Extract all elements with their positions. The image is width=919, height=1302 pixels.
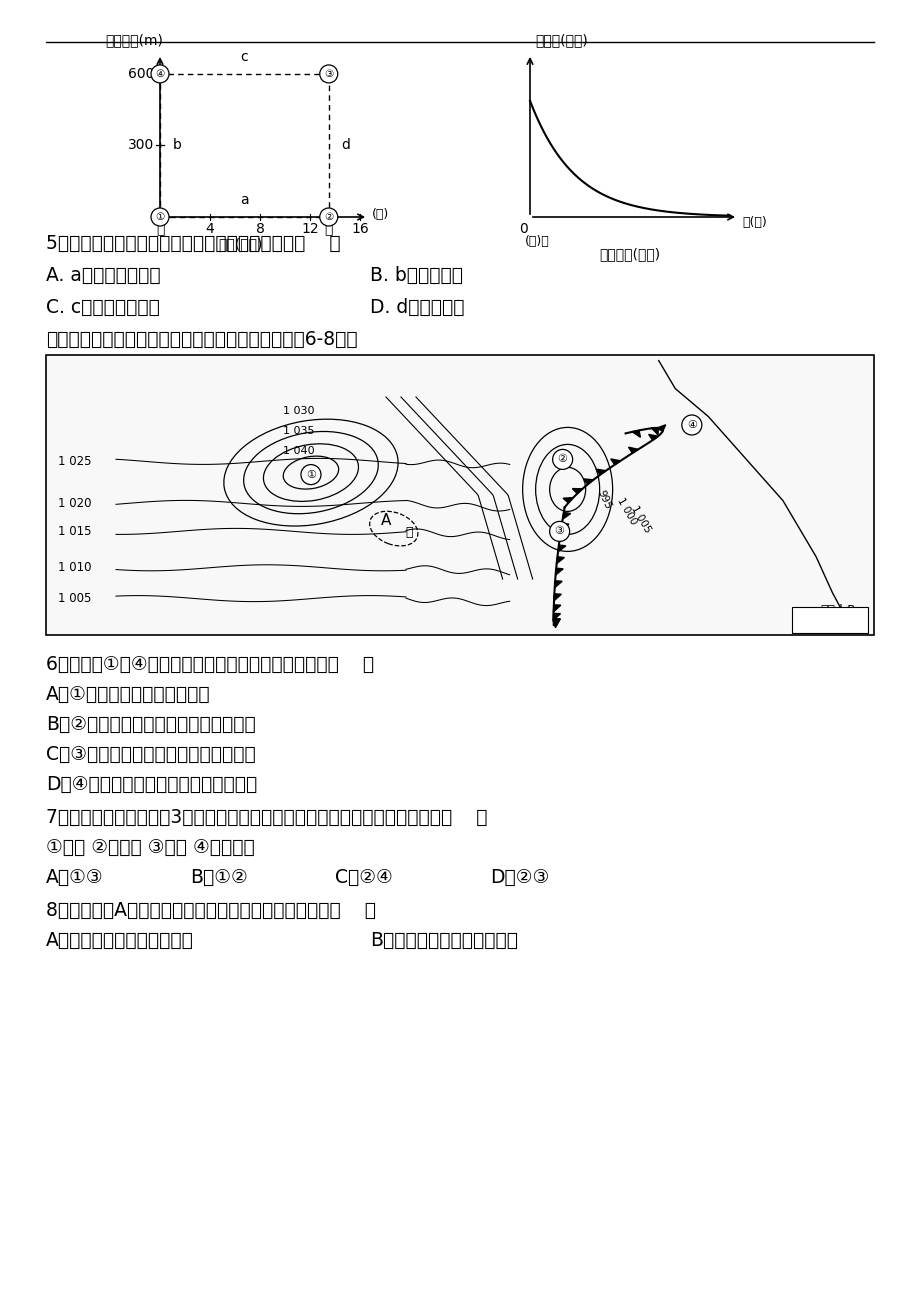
Text: c: c: [240, 49, 248, 64]
Text: 1 005: 1 005: [58, 592, 91, 605]
Text: 1 000: 1 000: [615, 496, 639, 526]
Text: A. a的风向为东南风: A. a的风向为东南风: [46, 266, 161, 285]
Text: 995: 995: [595, 488, 612, 510]
Polygon shape: [553, 618, 560, 626]
Text: 1 025: 1 025: [58, 454, 91, 467]
Text: 海拔高度(m): 海拔高度(m): [105, 33, 163, 47]
Polygon shape: [554, 581, 562, 587]
Polygon shape: [628, 447, 638, 453]
Polygon shape: [583, 479, 593, 484]
Text: b: b: [173, 138, 182, 152]
Text: 下图为我国部分地区某日地面天气形势图。读图回答6-8题。: 下图为我国部分地区某日地面天气形势图。读图回答6-8题。: [46, 329, 357, 349]
Circle shape: [151, 208, 169, 227]
Text: A: A: [380, 513, 391, 529]
Text: B. b为上升气流: B. b为上升气流: [369, 266, 462, 285]
Text: C．③即将迎来阴雨天气，然后气温升高: C．③即将迎来阴雨天气，然后气温升高: [46, 745, 255, 764]
Text: A．①③: A．①③: [46, 868, 104, 887]
Text: 16: 16: [351, 223, 369, 236]
Circle shape: [320, 65, 337, 83]
Text: 1 020: 1 020: [58, 497, 91, 510]
Text: A．①地此时为阴天，气压较高: A．①地此时为阴天，气压较高: [46, 685, 210, 704]
Text: ③: ③: [554, 526, 564, 536]
Text: ④: ④: [686, 421, 696, 430]
Polygon shape: [631, 431, 640, 437]
Circle shape: [151, 65, 169, 83]
Text: 乙: 乙: [324, 223, 333, 236]
Text: 12: 12: [301, 223, 319, 236]
Polygon shape: [553, 605, 561, 612]
Text: ①: ①: [306, 470, 315, 479]
Polygon shape: [553, 594, 561, 600]
Text: ①寒潮 ②沙尘暴 ③台风 ④特大暴雨: ①寒潮 ②沙尘暴 ③台风 ④特大暴雨: [46, 838, 255, 857]
Text: 6．对图中①～④地天气及天气变化的叙述，正确的是（    ）: 6．对图中①～④地天气及天气变化的叙述，正确的是（ ）: [46, 655, 374, 674]
Text: 单位:hPa: 单位:hPa: [819, 604, 861, 617]
Text: D. d为上升气流: D. d为上升气流: [369, 298, 464, 316]
Text: 1 035: 1 035: [283, 426, 314, 436]
Text: C. c的风向为西南风: C. c的风向为西南风: [46, 298, 160, 316]
Text: 气压差(百帕): 气压差(百帕): [535, 33, 587, 47]
Text: d: d: [341, 138, 350, 152]
Text: D．④地此时正受暖气团控制，温暖晴朗: D．④地此时正受暖气团控制，温暖晴朗: [46, 775, 257, 794]
Polygon shape: [610, 458, 619, 465]
Circle shape: [681, 415, 701, 435]
Text: 5．若该环流为海陆热力环流，下列说法正确的是（    ）: 5．若该环流为海陆热力环流，下列说法正确的是（ ）: [46, 234, 340, 253]
Polygon shape: [562, 497, 573, 503]
Polygon shape: [552, 613, 560, 621]
Text: A．风向由偏南风转为偏西风: A．风向由偏南风转为偏西风: [46, 931, 194, 950]
Text: 8: 8: [255, 223, 264, 236]
Circle shape: [301, 465, 321, 484]
Text: 乙(东): 乙(东): [742, 216, 766, 228]
Text: C．②④: C．②④: [335, 868, 392, 887]
Polygon shape: [553, 618, 560, 628]
Text: 甲: 甲: [155, 223, 164, 236]
Text: 1 005: 1 005: [629, 504, 652, 535]
Polygon shape: [561, 523, 568, 530]
Text: B．经历一次降温、降水天气: B．经历一次降温、降水天气: [369, 931, 517, 950]
Text: 7．若此天气形势出现在3月，我国西北、华北地区最可能出现的灾害性天气是（    ）: 7．若此天气形势出现在3月，我国西北、华北地区最可能出现的灾害性天气是（ ）: [46, 809, 487, 827]
Polygon shape: [596, 469, 605, 475]
Text: 300: 300: [128, 138, 153, 152]
Polygon shape: [559, 534, 567, 540]
Text: 1 040: 1 040: [283, 445, 314, 456]
Text: 距离(千米): 距离(千米): [218, 237, 262, 251]
Text: ②: ②: [323, 212, 333, 223]
Text: 甲: 甲: [405, 526, 413, 539]
Text: B．①②: B．①②: [190, 868, 247, 887]
Text: 1 010: 1 010: [58, 561, 91, 574]
Text: 水平距离(千米): 水平距离(千米): [599, 247, 660, 260]
Bar: [46, 355, 873, 635]
Text: B．②地此时为大风降温天气，然后转晴: B．②地此时为大风降温天气，然后转晴: [46, 715, 255, 734]
Polygon shape: [572, 488, 582, 493]
Text: (西)甲: (西)甲: [525, 234, 550, 247]
Polygon shape: [558, 546, 565, 552]
Text: ④: ④: [155, 69, 165, 79]
Text: (东): (东): [371, 208, 389, 221]
Circle shape: [549, 521, 569, 542]
Text: 1 030: 1 030: [283, 406, 314, 415]
Text: 4: 4: [206, 223, 214, 236]
Polygon shape: [556, 557, 563, 564]
Text: ②: ②: [557, 454, 567, 465]
Polygon shape: [648, 435, 658, 440]
Text: 600: 600: [128, 66, 153, 81]
Text: ③: ③: [323, 69, 333, 79]
Circle shape: [320, 208, 337, 227]
Text: 1 015: 1 015: [58, 525, 91, 538]
Polygon shape: [555, 568, 562, 575]
Text: 8．天气系统A（虚线处）向东移动并经过甲地。则甲地（    ）: 8．天气系统A（虚线处）向东移动并经过甲地。则甲地（ ）: [46, 901, 376, 921]
Text: a: a: [240, 193, 248, 207]
Polygon shape: [651, 427, 657, 435]
Text: ①: ①: [155, 212, 165, 223]
Polygon shape: [655, 424, 665, 431]
Text: D．②③: D．②③: [490, 868, 549, 887]
Circle shape: [552, 449, 572, 470]
Polygon shape: [562, 513, 570, 519]
FancyBboxPatch shape: [791, 607, 867, 633]
Text: 0: 0: [519, 223, 528, 236]
